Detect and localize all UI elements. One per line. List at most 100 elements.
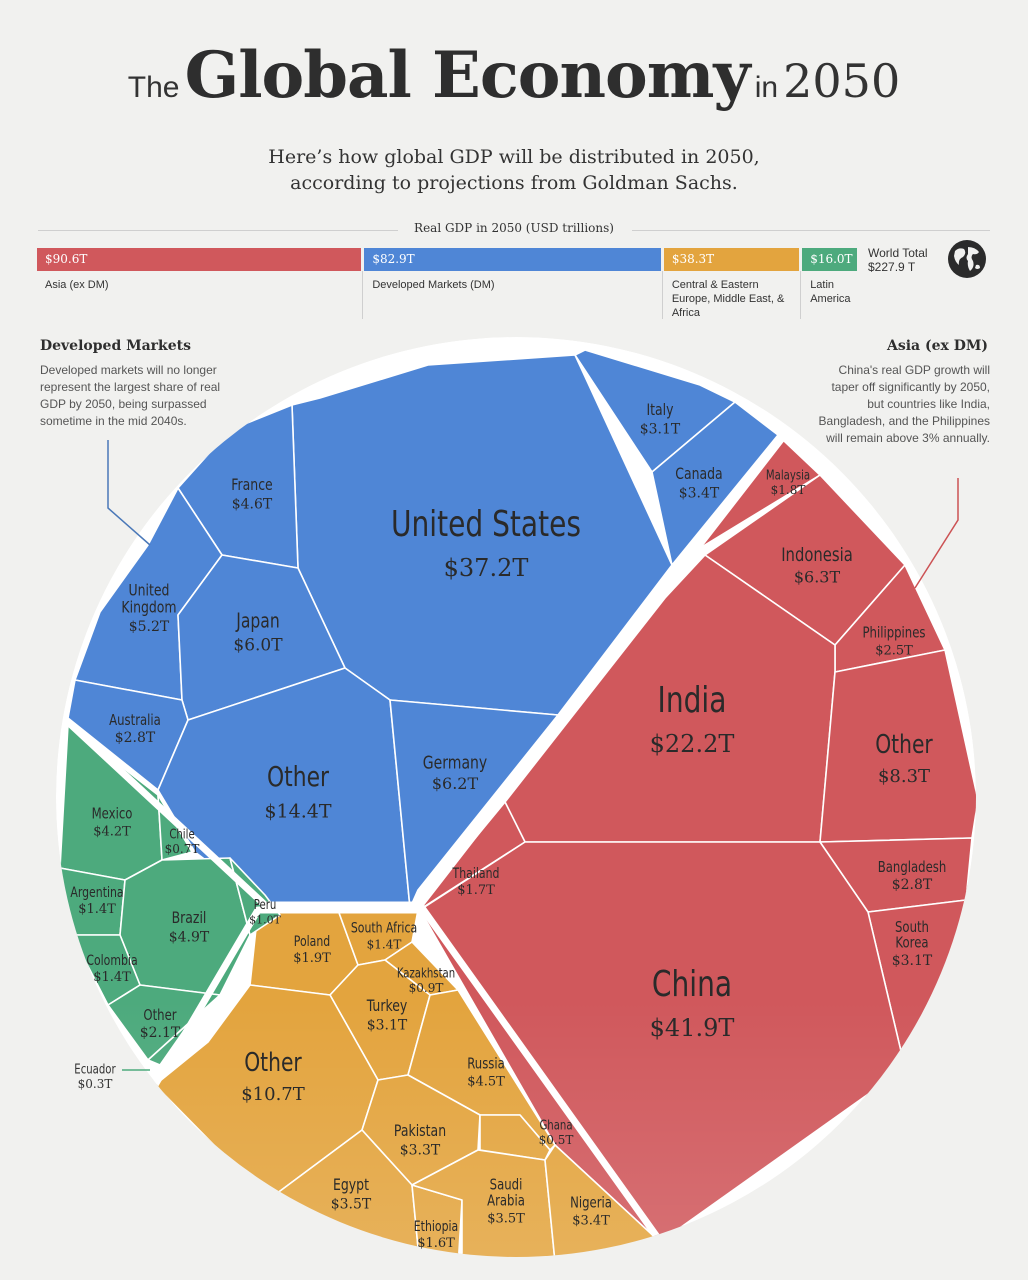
gdp-bar-tick-1	[362, 271, 364, 319]
label-as-india: India $22.2T	[650, 678, 735, 758]
country-value: $3.4T	[572, 1213, 610, 1228]
country-name: Brazil	[172, 910, 207, 928]
cell-dm-italy	[574, 349, 736, 473]
country-value: $3.5T	[331, 1196, 372, 1212]
annotation-developed-text: Developed markets will no longer represe…	[40, 363, 221, 428]
label-dm-germany: Germany$6.2T	[423, 752, 488, 793]
label-la-brazil: Brazil$4.9T	[169, 910, 210, 946]
country-value: $37.2T	[444, 554, 529, 582]
country-name: Other	[267, 761, 330, 793]
annotation-asia-text: China's real GDP growth will taper off s…	[818, 363, 990, 445]
label-ce-egypt: Egypt$3.5T	[331, 1177, 372, 1213]
annotation-asia-title: Asia (ex DM)	[886, 338, 988, 354]
country-name: Saudi	[490, 1177, 523, 1194]
country-name: Colombia	[86, 952, 137, 969]
labels-layer: United States$37.2TItaly$3.1TCanada$3.4T…	[70, 402, 946, 1251]
country-name: Germany	[423, 752, 488, 773]
label-ce-other: Other $10.7T	[241, 1048, 305, 1106]
country-name: Chile	[169, 826, 194, 842]
region-separator-2	[64, 718, 424, 909]
country-name: Other	[143, 1008, 177, 1025]
country-value: $0.5T	[539, 1133, 574, 1147]
country-name: Other	[244, 1048, 302, 1078]
gdp-bar-segment-2: $38.3T	[663, 248, 800, 271]
country-name: Canada	[675, 466, 722, 484]
bottom-fade	[56, 1000, 976, 1257]
country-value: $2.1T	[140, 1025, 181, 1041]
label-ce-ghana: Ghana$0.5T	[539, 1117, 574, 1147]
country-name: Thailand	[452, 865, 500, 882]
gdp-bar-tick-2	[661, 271, 663, 319]
cells-clip-group	[56, 337, 976, 1257]
country-value: $1.4T	[78, 902, 116, 917]
gdp-bar-segment-1: $82.9T	[364, 248, 661, 271]
country-value: $0.9T	[409, 981, 444, 995]
country-value: $4.9T	[169, 929, 210, 945]
gdp-bar-segment-3: $16.0T	[802, 248, 857, 271]
country-value: $4.5T	[467, 1074, 505, 1089]
label-as-indonesia: Indonesia $6.3T	[781, 544, 853, 586]
country-value: $4.2T	[93, 824, 131, 839]
annotation-asia-leader	[914, 478, 959, 589]
country-name: United	[129, 582, 170, 600]
label-la-chile: Chile$0.7T	[165, 826, 200, 856]
country-value: $14.4T	[264, 800, 331, 822]
gdp-bar-title: Real GDP in 2050 (USD trillions)	[414, 221, 614, 235]
label-la-ecuador: Ecuador$0.3T	[74, 1061, 116, 1091]
country-value: $6.3T	[794, 568, 841, 587]
country-name: Korea	[895, 935, 928, 952]
label-ce-turkey: Turkey$3.1T	[366, 998, 408, 1034]
cells-layer	[56, 337, 976, 1257]
world-total-label: World Total	[868, 246, 928, 260]
country-value: $1.6T	[417, 1236, 455, 1251]
country-value: $1.9T	[293, 951, 331, 966]
country-value: $22.2T	[650, 730, 735, 758]
label-la-peru: Peru$1.0T	[249, 897, 281, 927]
label-dm-australia: Australia$2.8T	[109, 713, 161, 746]
country-name: Turkey	[366, 998, 408, 1016]
country-value: $1.0T	[249, 914, 281, 927]
subtitle-line-1: Here’s how global GDP will be distribute…	[268, 146, 760, 168]
label-as-other: Other $8.3T	[875, 730, 933, 788]
country-name: Ghana	[539, 1117, 572, 1133]
country-value: $8.3T	[878, 766, 930, 787]
country-name: Poland	[294, 933, 330, 950]
label-dm-other: Other $14.4T	[264, 761, 331, 823]
country-name: Ecuador	[74, 1061, 116, 1077]
label-ce-kazakhstan: Kazakhstan$0.9T	[397, 965, 455, 995]
cell-dm-germany	[389, 699, 559, 909]
country-name: Other	[875, 730, 933, 760]
country-value: $1.8T	[771, 483, 806, 497]
subtitle-line-2: according to projections from Goldman Sa…	[290, 172, 738, 194]
globe-icon	[948, 240, 986, 278]
country-value: $5.2T	[129, 619, 170, 635]
label-la-colombia: Colombia$1.4T	[86, 952, 137, 985]
cell-dm-canada	[651, 401, 779, 566]
subtitle: Here’s how global GDP will be distribute…	[0, 144, 1028, 196]
label-la-argentina: Argentina$1.4T	[70, 884, 123, 917]
label-as-philippines: Philippines$2.5T	[863, 625, 926, 658]
country-name: United States	[391, 502, 581, 544]
country-name: Australia	[109, 713, 161, 730]
label-dm-france: France$4.6T	[231, 477, 273, 513]
country-name: Egypt	[333, 1177, 369, 1195]
country-value: $0.7T	[165, 842, 200, 856]
country-name: France	[231, 477, 273, 495]
bar-title-rule-right	[632, 230, 990, 231]
country-value: $0.3T	[78, 1077, 113, 1091]
leaders-layer	[107, 440, 959, 589]
label-ce-nigeria: Nigeria$3.4T	[570, 1195, 612, 1228]
country-name: Indonesia	[781, 544, 853, 566]
cell-as-other	[819, 649, 976, 843]
label-as-china: China $41.9T	[650, 962, 735, 1042]
world-total: World Total $227.9 T	[868, 246, 928, 274]
gdp-bar-label-3: Latin America	[810, 279, 851, 305]
title-in: in	[754, 71, 779, 104]
title-year: 2050	[783, 54, 901, 108]
region-separator-0	[416, 433, 787, 909]
country-value: $3.1T	[640, 421, 681, 437]
world-total-value: $227.9 T	[868, 260, 916, 274]
